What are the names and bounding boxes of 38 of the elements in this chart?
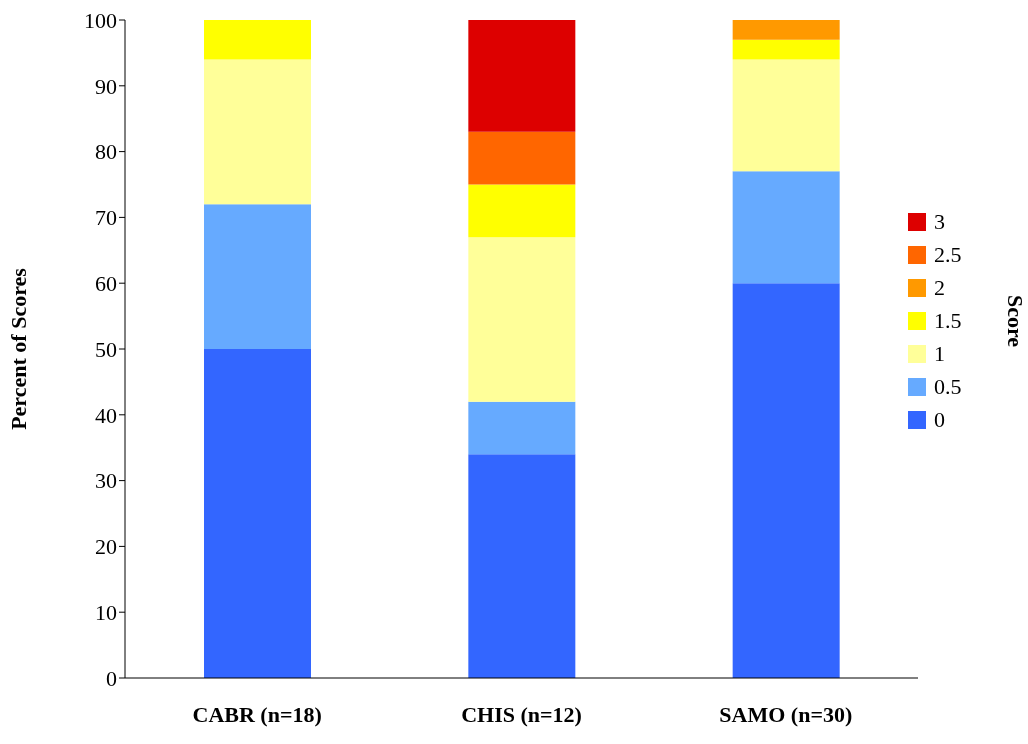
- y-tick-label: 10: [95, 600, 117, 626]
- bar: [732, 59, 840, 172]
- legend-label: 0: [934, 407, 945, 433]
- bar: [204, 59, 311, 205]
- bar: [204, 20, 311, 60]
- bar: [468, 401, 576, 455]
- bar: [468, 454, 576, 678]
- y-tick-label: 100: [84, 7, 117, 33]
- legend-label: 3: [934, 209, 945, 235]
- x-tick-label: CABR (n=18): [192, 701, 322, 727]
- y-tick-label: 60: [95, 271, 117, 297]
- y-tick-label: 80: [95, 139, 117, 165]
- bar: [204, 349, 311, 678]
- legend-label: 0.5: [934, 374, 962, 400]
- y-tick-label: 30: [95, 468, 117, 494]
- y-axis-title: Percent of Scores: [5, 267, 31, 430]
- y-tick-label: 70: [95, 205, 117, 231]
- legend-label: 1.5: [934, 308, 962, 334]
- legend-title: Score: [1001, 294, 1028, 348]
- y-tick-label: 50: [95, 336, 117, 362]
- y-tick-label: 90: [95, 73, 117, 99]
- bar: [732, 283, 840, 678]
- bar: [732, 20, 840, 40]
- bar: [732, 171, 840, 284]
- y-tick-label: 20: [95, 534, 117, 560]
- x-tick-label: CHIS (n=12): [461, 701, 582, 727]
- x-tick-label: SAMO (n=30): [719, 701, 853, 727]
- bar: [468, 20, 576, 132]
- y-tick-label: 0: [106, 665, 117, 691]
- legend-label: 2: [934, 275, 945, 301]
- bar: [468, 237, 576, 402]
- legend-label: 1: [934, 341, 945, 367]
- bar: [468, 131, 576, 185]
- bar: [204, 204, 311, 349]
- bar: [732, 39, 840, 60]
- legend-label: 2.5: [934, 242, 962, 268]
- bar: [468, 184, 576, 238]
- y-tick-label: 40: [95, 402, 117, 428]
